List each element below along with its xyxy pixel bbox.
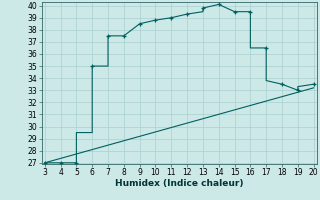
X-axis label: Humidex (Indice chaleur): Humidex (Indice chaleur): [115, 179, 244, 188]
